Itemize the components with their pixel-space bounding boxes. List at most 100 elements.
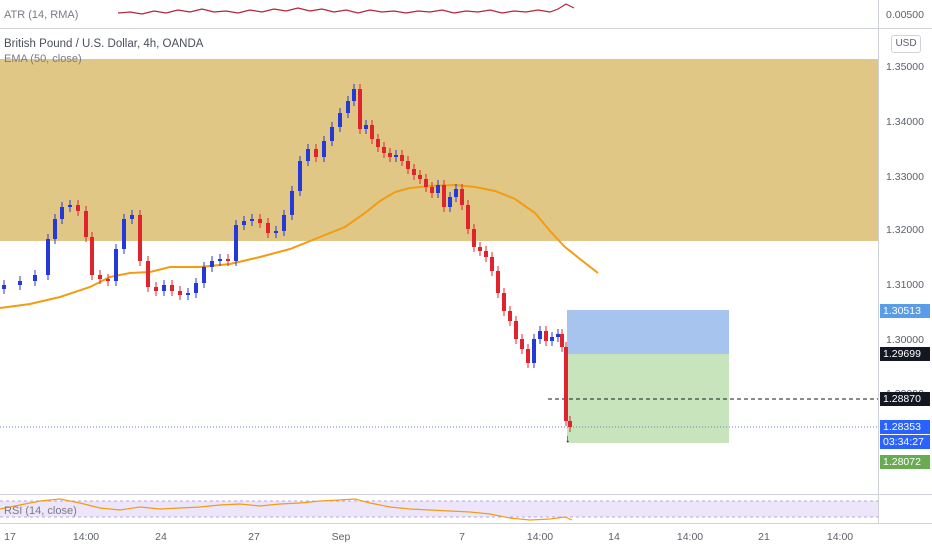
candle-body[interactable] [436, 185, 440, 193]
candle-body[interactable] [400, 155, 404, 161]
time-axis[interactable] [0, 524, 932, 550]
candlestick-series[interactable] [2, 84, 572, 432]
price-axis[interactable] [878, 0, 932, 523]
candle-body[interactable] [68, 205, 72, 207]
candle-body[interactable] [484, 251, 488, 257]
candle-body[interactable] [130, 215, 134, 219]
candle-body[interactable] [146, 261, 150, 287]
candle-body[interactable] [382, 147, 386, 153]
candle-body[interactable] [424, 179, 428, 187]
stop-loss-zone[interactable] [567, 310, 729, 354]
entry-price-tag[interactable]: 1.29699 [880, 347, 930, 361]
candle-body[interactable] [556, 334, 560, 337]
candle-body[interactable] [282, 215, 286, 231]
candle-body[interactable] [226, 259, 230, 261]
candle-body[interactable] [496, 271, 500, 293]
time-axis-tick: 14 [608, 531, 620, 543]
candle-body[interactable] [472, 229, 476, 247]
candle-body[interactable] [370, 125, 374, 139]
candle-body[interactable] [520, 339, 524, 349]
candle-body[interactable] [258, 219, 262, 223]
candle-body[interactable] [454, 189, 458, 197]
candle-body[interactable] [406, 161, 410, 169]
candle-body[interactable] [466, 205, 470, 229]
candle-body[interactable] [314, 149, 318, 157]
candle-body[interactable] [388, 153, 392, 157]
take-profit-price-tag[interactable]: 1.28072 [880, 455, 930, 469]
candle-body[interactable] [274, 231, 278, 233]
candle-body[interactable] [84, 211, 88, 237]
candle-body[interactable] [550, 337, 554, 341]
ema-indicator-label[interactable]: EMA (50, close) [4, 53, 82, 65]
candle-body[interactable] [544, 331, 548, 341]
candle-body[interactable] [430, 187, 434, 193]
candle-body[interactable] [53, 219, 57, 239]
candle-body[interactable] [502, 293, 506, 311]
candle-body[interactable] [394, 155, 398, 157]
candle-body[interactable] [202, 267, 206, 283]
candle-body[interactable] [106, 279, 110, 281]
candle-body[interactable] [490, 257, 494, 271]
candle-body[interactable] [18, 281, 22, 285]
candle-body[interactable] [186, 293, 190, 295]
candle-body[interactable] [170, 285, 174, 291]
candle-body[interactable] [418, 175, 422, 179]
candle-body[interactable] [138, 215, 142, 261]
candle-body[interactable] [322, 141, 326, 157]
candle-body[interactable] [364, 125, 368, 129]
rsi-line [0, 498, 878, 521]
candle-body[interactable] [514, 321, 518, 339]
candle-body[interactable] [46, 239, 50, 275]
candle-body[interactable] [412, 169, 416, 175]
candle-body[interactable] [122, 219, 126, 249]
candle-body[interactable] [442, 185, 446, 207]
candle-body[interactable] [90, 237, 94, 275]
candle-body[interactable] [306, 149, 310, 161]
dashed-level-price-tag[interactable]: 1.28870 [880, 392, 930, 406]
ema-line[interactable] [0, 183, 599, 309]
candle-body[interactable] [532, 339, 536, 363]
candle-body[interactable] [60, 207, 64, 219]
candle-body[interactable] [76, 205, 80, 211]
candle-body[interactable] [234, 225, 238, 261]
candle-body[interactable] [194, 283, 198, 293]
candle-body[interactable] [358, 89, 362, 129]
candle-body[interactable] [568, 421, 572, 427]
candle-body[interactable] [376, 139, 380, 147]
candle-body[interactable] [154, 287, 158, 291]
candle-body[interactable] [210, 261, 214, 267]
candle-body[interactable] [478, 247, 482, 251]
candle-body[interactable] [460, 189, 464, 205]
candle-body[interactable] [564, 347, 568, 421]
candle-body[interactable] [250, 219, 254, 221]
candle-body[interactable] [338, 113, 342, 127]
candle-body[interactable] [526, 349, 530, 363]
candle-body[interactable] [98, 275, 102, 279]
candle-body[interactable] [448, 197, 452, 207]
candle-body[interactable] [560, 334, 564, 347]
atr-indicator-label[interactable]: ATR (14, RMA) [4, 9, 79, 21]
candle-body[interactable] [266, 223, 270, 233]
resistance-zone[interactable] [0, 59, 878, 241]
symbol-title[interactable]: British Pound / U.S. Dollar, 4h, OANDA [4, 38, 204, 50]
candle-body[interactable] [114, 249, 118, 281]
candle-body[interactable] [330, 127, 334, 141]
candle-body[interactable] [162, 285, 166, 291]
candle-body[interactable] [352, 89, 356, 101]
candle-body[interactable] [218, 259, 222, 261]
currency-button[interactable]: USD [891, 35, 921, 53]
candle-body[interactable] [508, 311, 512, 321]
stop-loss-price-tag[interactable]: 1.30513 [880, 304, 930, 318]
candle-body[interactable] [290, 191, 294, 215]
candle-body[interactable] [33, 275, 37, 281]
main-chart-canvas[interactable]: ↓ [0, 29, 878, 494]
candle-body[interactable] [538, 331, 542, 339]
candle-body[interactable] [346, 101, 350, 113]
candle-body[interactable] [2, 285, 6, 289]
current-price-tag[interactable]: 1.28353 [880, 420, 930, 434]
rsi-indicator-label[interactable]: RSI (14, close) [4, 505, 77, 517]
main-chart-pane[interactable]: ↓ British Pound / U.S. Dollar, 4h, OANDA… [0, 29, 878, 494]
candle-body[interactable] [178, 291, 182, 295]
candle-body[interactable] [298, 161, 302, 191]
candle-body[interactable] [242, 221, 246, 225]
